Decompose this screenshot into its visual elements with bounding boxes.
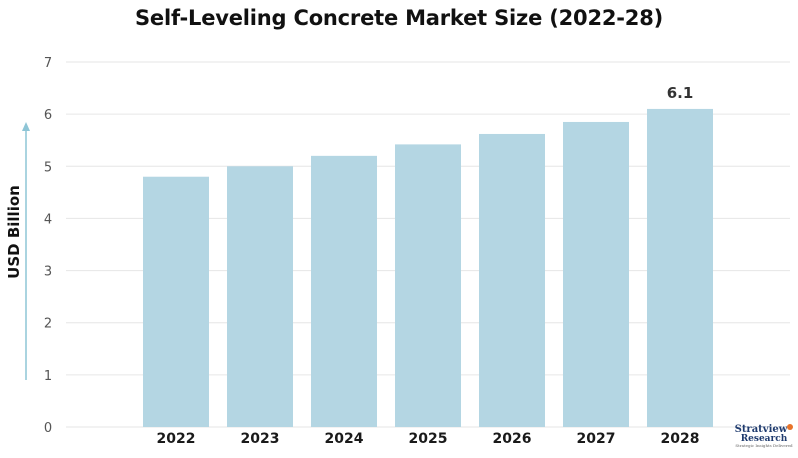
data-label: 6.1 bbox=[667, 84, 694, 102]
logo-dot-icon bbox=[787, 424, 794, 430]
bar bbox=[647, 108, 713, 427]
y-tick-label: 0 bbox=[44, 421, 52, 436]
bar bbox=[227, 166, 293, 428]
x-tick-label: 2024 bbox=[325, 431, 364, 447]
y-tick-label: 4 bbox=[44, 212, 52, 227]
bar bbox=[479, 133, 545, 427]
x-tick-label: 2026 bbox=[493, 431, 532, 447]
y-axis-title: USD Billion bbox=[5, 185, 23, 279]
chart-title: Self-Leveling Concrete Market Size (2022… bbox=[134, 6, 664, 30]
x-tick-label: 2027 bbox=[577, 431, 616, 447]
y-tick-label: 7 bbox=[44, 56, 52, 71]
logo-line2: Research bbox=[740, 434, 788, 444]
logo-tagline: Strategic Insights Delivered bbox=[735, 443, 793, 448]
bar bbox=[563, 121, 629, 427]
x-tick-label: 2025 bbox=[409, 431, 448, 447]
y-axis-arrow-icon bbox=[22, 122, 30, 131]
x-tick-label: 2028 bbox=[661, 431, 700, 447]
bar bbox=[395, 144, 461, 427]
y-tick-label: 1 bbox=[44, 369, 52, 384]
brand-logo: Stratview Research Strategic Insights De… bbox=[733, 424, 795, 456]
x-tick-label: 2023 bbox=[241, 431, 280, 447]
logo-line1: Stratview bbox=[734, 424, 788, 435]
x-tick-label: 2022 bbox=[157, 431, 196, 447]
bar bbox=[311, 155, 377, 427]
y-tick-label: 2 bbox=[44, 317, 52, 332]
bar bbox=[143, 176, 209, 427]
y-tick-label: 5 bbox=[44, 160, 52, 175]
y-tick-label: 6 bbox=[44, 108, 52, 123]
y-tick-label: 3 bbox=[44, 265, 52, 280]
